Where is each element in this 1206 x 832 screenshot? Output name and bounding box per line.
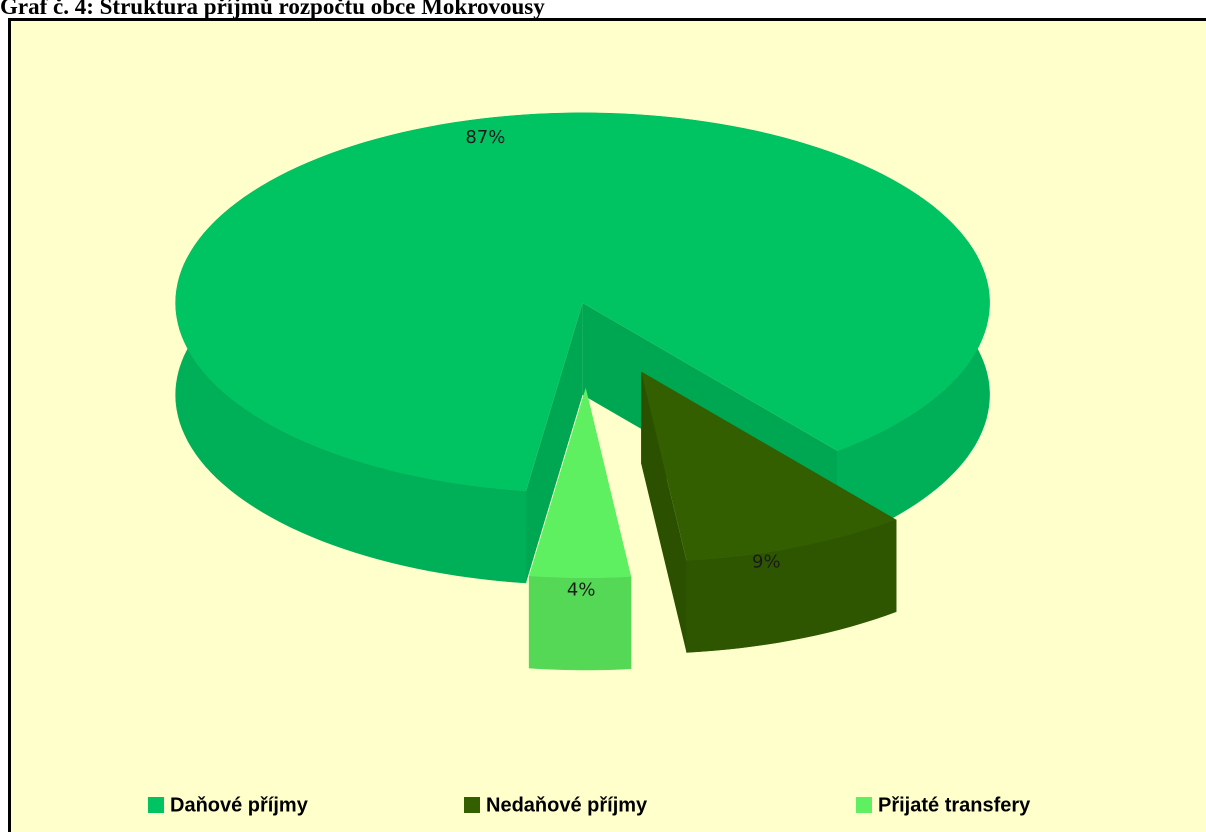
slice-side <box>526 302 583 583</box>
legend-label: Nedaňové příjmy <box>486 794 648 816</box>
slice-top <box>529 387 632 578</box>
data-label: 9% <box>752 552 781 573</box>
slice-side <box>641 371 687 653</box>
slice-top <box>175 112 990 492</box>
pie: 87% 9% 4% <box>175 112 990 671</box>
legend-swatch <box>464 797 480 813</box>
legend-swatch <box>148 797 164 813</box>
legend-label: Daňové příjmy <box>170 794 309 816</box>
slice-top <box>641 371 897 561</box>
legend: Daňové příjmy Nedaňové příjmy Přijaté tran… <box>148 794 1031 816</box>
slice <box>641 371 897 653</box>
data-label: 87% <box>465 127 505 148</box>
legend-label: Přijaté transfery <box>878 794 1031 816</box>
data-label: 4% <box>567 580 596 601</box>
legend-swatch <box>856 797 872 813</box>
slice <box>528 387 632 671</box>
chart-title: Graf č. 4: Struktura příjmů rozpočtu obc… <box>0 0 545 19</box>
